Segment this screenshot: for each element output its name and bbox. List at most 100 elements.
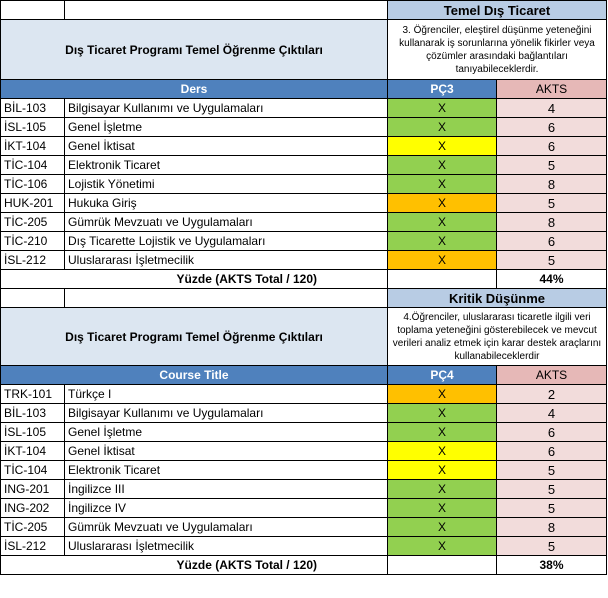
section2-description-row: Dış Ticaret Programı Temel Öğrenme Çıktı… xyxy=(0,307,607,366)
outcome-mark: X xyxy=(387,212,497,232)
outcome-description: 4.Öğrenciler, uluslararası ticaretle ilg… xyxy=(387,307,607,366)
course-name: Elektronik Ticaret xyxy=(64,155,388,175)
outcome-mark: X xyxy=(387,422,497,442)
akts-value: 8 xyxy=(496,517,607,537)
akts-value: 4 xyxy=(496,98,607,118)
akts-value: 2 xyxy=(496,384,607,404)
course-name: Elektronik Ticaret xyxy=(64,460,388,480)
outcome-mark: X xyxy=(387,441,497,461)
outcome-mark: X xyxy=(387,479,497,499)
outcome-mark: X xyxy=(387,136,497,156)
total-percentage: 44% xyxy=(496,269,607,289)
outcome-mark: X xyxy=(387,117,497,137)
akts-column-header: AKTS xyxy=(496,365,607,385)
blank-cell xyxy=(0,0,65,20)
course-name: Hukuka Giriş xyxy=(64,193,388,213)
section2-banner-row: Kritik Düşünme xyxy=(0,288,607,308)
course-column-header: Ders xyxy=(0,79,388,99)
table-row: TİC-104 Elektronik Ticaret X 5 xyxy=(0,460,607,480)
akts-value: 6 xyxy=(496,136,607,156)
outcome-mark: X xyxy=(387,155,497,175)
akts-value: 6 xyxy=(496,422,607,442)
akts-value: 4 xyxy=(496,403,607,423)
outcome-mark: X xyxy=(387,517,497,537)
akts-value: 5 xyxy=(496,155,607,175)
course-code: İSL-105 xyxy=(0,117,65,137)
outcome-mark: X xyxy=(387,98,497,118)
course-code: İKT-104 xyxy=(0,441,65,461)
blank-cell xyxy=(0,288,65,308)
outcome-mark: X xyxy=(387,460,497,480)
section2-total-row: Yüzde (AKTS Total / 120) 38% xyxy=(0,555,607,575)
outcome-mark: X xyxy=(387,174,497,194)
outcome-mark: X xyxy=(387,193,497,213)
outcome-mark: X xyxy=(387,231,497,251)
akts-value: 5 xyxy=(496,460,607,480)
course-code: TİC-210 xyxy=(0,231,65,251)
course-name: Lojistik Yönetimi xyxy=(64,174,388,194)
outcome-mark: X xyxy=(387,403,497,423)
table-row: İKT-104 Genel İktisat X 6 xyxy=(0,441,607,461)
table-row: ING-201 İngilizce III X 5 xyxy=(0,479,607,499)
blank-cell xyxy=(64,288,388,308)
table-row: İSL-105 Genel İşletme X 6 xyxy=(0,117,607,137)
table-row: TİC-106 Lojistik Yönetimi X 8 xyxy=(0,174,607,194)
course-name: Genel İktisat xyxy=(64,136,388,156)
course-code: BİL-103 xyxy=(0,98,65,118)
course-code: TİC-104 xyxy=(0,155,65,175)
table-row: ING-202 İngilizce IV X 5 xyxy=(0,498,607,518)
course-code: TİC-205 xyxy=(0,212,65,232)
outcome-mark: X xyxy=(387,536,497,556)
outcome-mark: X xyxy=(387,250,497,270)
course-name: İngilizce III xyxy=(64,479,388,499)
course-code: TİC-104 xyxy=(0,460,65,480)
outcome-banner: Kritik Düşünme xyxy=(387,288,607,308)
table-row: HUK-201 Hukuka Giriş X 5 xyxy=(0,193,607,213)
program-title: Dış Ticaret Programı Temel Öğrenme Çıktı… xyxy=(0,307,388,366)
akts-value: 5 xyxy=(496,498,607,518)
akts-column-header: AKTS xyxy=(496,79,607,99)
outcome-description: 3. Öğrenciler, eleştirel düşünme yeteneğ… xyxy=(387,19,607,80)
course-code: TİC-106 xyxy=(0,174,65,194)
course-name: İngilizce IV xyxy=(64,498,388,518)
course-name: Bilgisayar Kullanımı ve Uygulamaları xyxy=(64,98,388,118)
outcome-banner: Temel Dış Ticaret xyxy=(387,0,607,20)
course-name: Gümrük Mevzuatı ve Uygulamaları xyxy=(64,517,388,537)
outcome-column-header: PÇ3 xyxy=(387,79,497,99)
total-label: Yüzde (AKTS Total / 120) xyxy=(0,269,388,289)
course-column-header: Course Title xyxy=(0,365,388,385)
table-row: TİC-104 Elektronik Ticaret X 5 xyxy=(0,155,607,175)
course-code: ING-202 xyxy=(0,498,65,518)
course-code: İSL-105 xyxy=(0,422,65,442)
course-code: İSL-212 xyxy=(0,536,65,556)
course-name: Türkçe I xyxy=(64,384,388,404)
akts-value: 5 xyxy=(496,479,607,499)
section1-banner-row: Temel Dış Ticaret xyxy=(0,0,607,20)
table-row: BİL-103 Bilgisayar Kullanımı ve Uygulamal… xyxy=(0,98,607,118)
course-code: TRK-101 xyxy=(0,384,65,404)
course-name: Dış Ticarette Lojistik ve Uygulamaları xyxy=(64,231,388,251)
akts-value: 8 xyxy=(496,174,607,194)
total-label: Yüzde (AKTS Total / 120) xyxy=(0,555,388,575)
akts-value: 6 xyxy=(496,231,607,251)
akts-value: 6 xyxy=(496,441,607,461)
table-row: İSL-212 Uluslararası İşletmecilik X 5 xyxy=(0,536,607,556)
course-code: İKT-104 xyxy=(0,136,65,156)
course-name: Genel İşletme xyxy=(64,422,388,442)
course-name: Uluslararası İşletmecilik xyxy=(64,536,388,556)
akts-value: 8 xyxy=(496,212,607,232)
table-row: TİC-205 Gümrük Mevzuatı ve Uygulamaları X 8 xyxy=(0,517,607,537)
section1-total-row: Yüzde (AKTS Total / 120) 44% xyxy=(0,269,607,289)
course-code: HUK-201 xyxy=(0,193,65,213)
outcomes-table: Temel Dış Ticaret Dış Ticaret Programı Te… xyxy=(0,0,607,575)
blank-cell xyxy=(64,0,388,20)
table-row: BİL-103 Bilgisayar Kullanımı ve Uygulamal… xyxy=(0,403,607,423)
table-row: TİC-210 Dış Ticarette Lojistik ve Uygulam… xyxy=(0,231,607,251)
table-row: TİC-205 Gümrük Mevzuatı ve Uygulamaları X 8 xyxy=(0,212,607,232)
akts-value: 5 xyxy=(496,193,607,213)
course-name: Uluslararası İşletmecilik xyxy=(64,250,388,270)
akts-value: 6 xyxy=(496,117,607,137)
course-code: İSL-212 xyxy=(0,250,65,270)
course-code: BİL-103 xyxy=(0,403,65,423)
